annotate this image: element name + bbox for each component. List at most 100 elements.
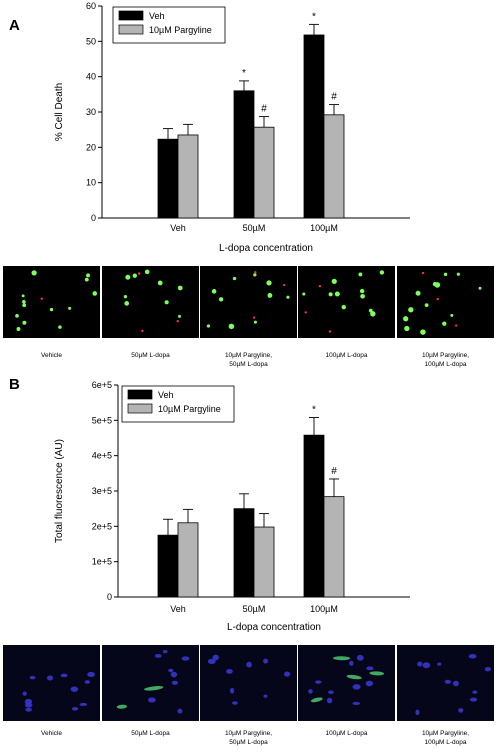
- legend: Veh 10µM Pargyline: [121, 385, 235, 423]
- cell-dot: [177, 314, 181, 318]
- cell-dot: [283, 283, 286, 287]
- nucleus: [148, 697, 156, 703]
- cell-dot: [58, 325, 62, 329]
- fluorescent-cell: [310, 697, 323, 703]
- nucleus: [60, 673, 68, 678]
- micrograph-label: 10µM Pargyline,: [225, 352, 272, 359]
- fluorescent-cell: [346, 674, 362, 680]
- x-tick-label: 100µM: [310, 604, 338, 614]
- cell-dot: [141, 329, 144, 333]
- cell-dot: [132, 273, 137, 278]
- micrograph-label: 50µM L-dopa: [131, 730, 170, 737]
- cell-dot: [379, 270, 385, 275]
- y-tick-label: 0: [107, 592, 112, 602]
- nucleus: [263, 694, 268, 698]
- cell-dot: [253, 316, 256, 319]
- nucleus: [484, 666, 492, 672]
- cell-dot: [442, 321, 447, 326]
- panel-a-letter: A: [9, 17, 20, 34]
- micrograph-label: 10µM Pargyline,: [422, 730, 469, 737]
- x-tick-label: 50µM: [243, 604, 266, 614]
- nucleus: [229, 687, 235, 694]
- micrograph-label: 100µM L-dopa: [424, 361, 466, 368]
- cell-dot: [404, 325, 410, 332]
- nucleus: [25, 707, 32, 712]
- cell-dot: [358, 272, 363, 277]
- legend-label: 10µM Pargyline: [158, 404, 221, 414]
- legend-label: Veh: [158, 390, 174, 400]
- bar: [233, 508, 255, 598]
- nucleus: [415, 709, 420, 716]
- y-tick-label: 60: [86, 1, 96, 11]
- cell-dot: [124, 301, 130, 306]
- micrograph-label: 100µM L-dopa: [325, 352, 367, 359]
- micrograph-image: [102, 266, 199, 338]
- cell-dot: [302, 292, 306, 296]
- micrograph-label: 50µM L-dopa: [229, 361, 268, 368]
- nucleus: [181, 656, 190, 661]
- nucleus: [87, 671, 95, 678]
- nucleus: [226, 669, 233, 674]
- nucleus: [232, 701, 238, 705]
- cell-dot: [84, 277, 89, 282]
- cell-dot: [49, 307, 54, 312]
- legend-label: 10µM Pargyline: [149, 25, 212, 35]
- fluorescent-cell: [144, 686, 164, 691]
- significance-marker: #: [331, 92, 337, 103]
- x-tick-label: 100µM: [310, 223, 338, 233]
- significance-marker: *: [312, 11, 316, 22]
- micrograph-panel: Vehicle: [3, 645, 100, 737]
- fluorescent-cell: [333, 656, 351, 661]
- nucleus: [212, 654, 219, 661]
- nucleus: [444, 679, 451, 684]
- micrograph-label: 10µM Pargyline,: [422, 352, 469, 359]
- nucleus: [453, 680, 459, 687]
- nucleus: [24, 703, 33, 708]
- x-tick-label: Veh: [170, 223, 186, 233]
- nucleus: [170, 671, 178, 678]
- bar: [253, 126, 275, 219]
- bar: [323, 114, 345, 219]
- cell-dot: [21, 294, 25, 298]
- nucleus: [168, 668, 174, 673]
- cell-dot: [360, 293, 365, 299]
- cell-dot: [368, 308, 373, 313]
- bar: [177, 134, 199, 219]
- y-tick-label: 40: [86, 72, 96, 82]
- nucleus: [458, 708, 464, 713]
- nucleus: [207, 658, 216, 665]
- cell-dot: [331, 278, 337, 284]
- nucleus: [356, 654, 364, 661]
- cell-dot: [86, 273, 90, 278]
- micrograph-image: [200, 266, 297, 338]
- micrograph-label: 100µM L-dopa: [325, 730, 367, 737]
- nucleus: [84, 680, 91, 684]
- cell-dot: [123, 295, 128, 299]
- cell-dot: [157, 280, 163, 286]
- cell-dot: [408, 307, 414, 313]
- legend-label: Veh: [149, 11, 165, 21]
- legend-swatch: [118, 10, 144, 21]
- nucleus: [422, 662, 431, 669]
- cell-dot: [328, 330, 332, 333]
- bar: [233, 90, 255, 219]
- cell-dot: [370, 311, 376, 317]
- significance-marker: #: [261, 104, 267, 115]
- micrograph-panel: 10µM Pargyline, 100µM L-dopa: [397, 266, 494, 368]
- micrograph-image: [102, 645, 199, 721]
- panel-b-letter: B: [9, 376, 20, 393]
- cell-dot: [144, 269, 150, 275]
- micrograph-panel: 10µM Pargyline, 50µM L-dopa: [200, 266, 297, 368]
- micrograph-panel: 50µM L-dopa: [102, 645, 199, 737]
- cell-dot: [211, 289, 217, 294]
- nucleus: [349, 660, 354, 666]
- micrograph-panel: 10µM Pargyline, 50µM L-dopa: [200, 645, 297, 746]
- x-axis-label: L-dopa concentration: [219, 243, 313, 254]
- cell-dot: [421, 271, 425, 275]
- nucleus: [326, 697, 333, 704]
- y-axis-label: % Cell Death: [54, 83, 65, 141]
- nucleus: [177, 708, 183, 714]
- cell-dot: [125, 274, 131, 280]
- chart-b: 0 1e+5 2e+5 3e+5 4e+5 5e+5 6e+5 Total fluoresce…: [54, 380, 410, 633]
